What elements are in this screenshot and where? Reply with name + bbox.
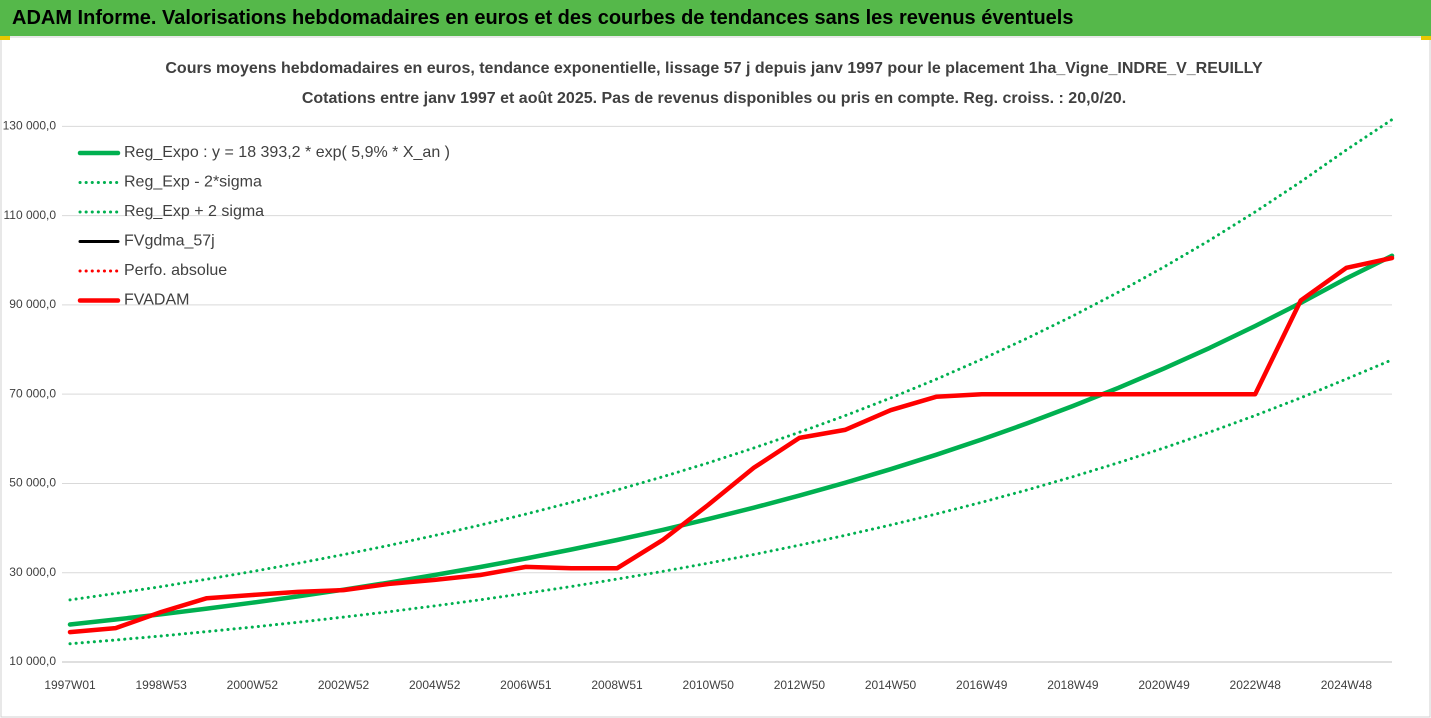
chart-title: Cours moyens hebdomadaires en euros, ten… [165,60,1263,77]
legend-label: Reg_Exp - 2*sigma [124,174,262,191]
y-tick-label: 30 000,0 [9,565,56,579]
legend-label: Reg_Exp + 2 sigma [124,203,264,220]
legend-label: Perfo. absolue [124,262,227,279]
chart-subtitle: Cotations entre janv 1997 et août 2025. … [302,90,1126,107]
y-tick-label: 90 000,0 [9,297,56,311]
series-line [68,118,1394,602]
chart-border [0,36,1431,718]
series-line [68,256,1394,634]
series-line [67,253,1395,627]
x-tick-label: 2002W52 [318,678,370,692]
x-tick-label: 2008W51 [591,678,643,692]
x-tick-label: 1998W53 [135,678,187,692]
page-title: ADAM Informe. Valorisations hebdomadaire… [12,7,1074,29]
y-tick-label: 110 000,0 [4,208,57,222]
x-tick-label: 2010W50 [683,678,735,692]
legend-label: Reg_Expo : y = 18 393,2 * exp( 5,9% * X_… [124,144,450,161]
corner [1421,36,1431,40]
x-tick-label: 2024W48 [1321,678,1373,692]
x-tick-label: 2006W51 [500,678,552,692]
corner [0,36,10,40]
y-tick-label: 10 000,0 [9,654,56,668]
y-tick-label: 70 000,0 [9,386,56,400]
x-tick-label: 1997W01 [44,678,96,692]
x-tick-label: 2000W52 [227,678,279,692]
x-tick-label: 2004W52 [409,678,461,692]
x-tick-label: 2014W50 [865,678,917,692]
series-line [68,256,1394,634]
x-tick-label: 2018W49 [1047,678,1099,692]
y-tick-label: 50 000,0 [9,476,56,490]
x-tick-label: 2020W49 [1138,678,1190,692]
y-tick-label: 130 000,0 [3,118,57,132]
x-tick-label: 2012W50 [774,678,826,692]
x-tick-label: 2022W48 [1230,678,1282,692]
series-line [67,255,1395,635]
legend-label: FVADAM [124,292,189,309]
legend-label: FVgdma_57j [124,233,215,250]
series-line [68,358,1394,646]
title-bar: ADAM Informe. Valorisations hebdomadaire… [0,0,1431,36]
x-tick-label: 2016W49 [956,678,1008,692]
